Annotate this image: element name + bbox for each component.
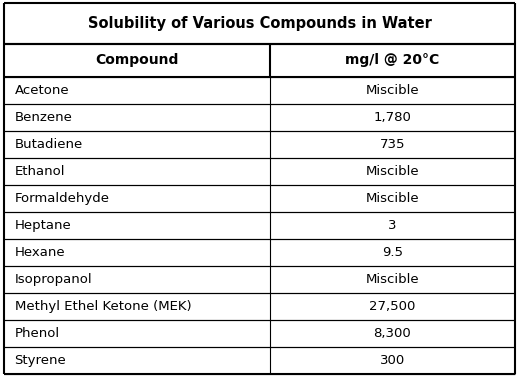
Text: Acetone: Acetone [15,84,69,97]
Text: Miscible: Miscible [365,165,419,178]
Text: Butadiene: Butadiene [15,138,83,151]
Text: Isopropanol: Isopropanol [15,273,92,286]
Text: Miscible: Miscible [365,192,419,205]
Text: 3: 3 [388,219,397,232]
Text: Hexane: Hexane [15,246,65,259]
Text: Styrene: Styrene [15,354,66,367]
Text: 735: 735 [379,138,405,151]
Text: 27,500: 27,500 [369,300,416,313]
Text: Phenol: Phenol [15,327,60,340]
Text: Formaldehyde: Formaldehyde [15,192,110,205]
Text: Ethanol: Ethanol [15,165,65,178]
Text: Miscible: Miscible [365,273,419,286]
Bar [4,3,515,44]
Text: 9.5: 9.5 [382,246,403,259]
Bar [4,44,515,77]
Text: mg/l @ 20°C: mg/l @ 20°C [345,53,440,67]
Text: 8,300: 8,300 [373,327,411,340]
Text: 1,780: 1,780 [373,111,411,124]
Text: Compound: Compound [95,53,179,67]
Text: Solubility of Various Compounds in Water: Solubility of Various Compounds in Water [88,16,431,31]
Text: Miscible: Miscible [365,84,419,97]
Text: Methyl Ethel Ketone (MEK): Methyl Ethel Ketone (MEK) [15,300,191,313]
Text: 300: 300 [380,354,405,367]
Text: Benzene: Benzene [15,111,73,124]
Text: Heptane: Heptane [15,219,71,232]
